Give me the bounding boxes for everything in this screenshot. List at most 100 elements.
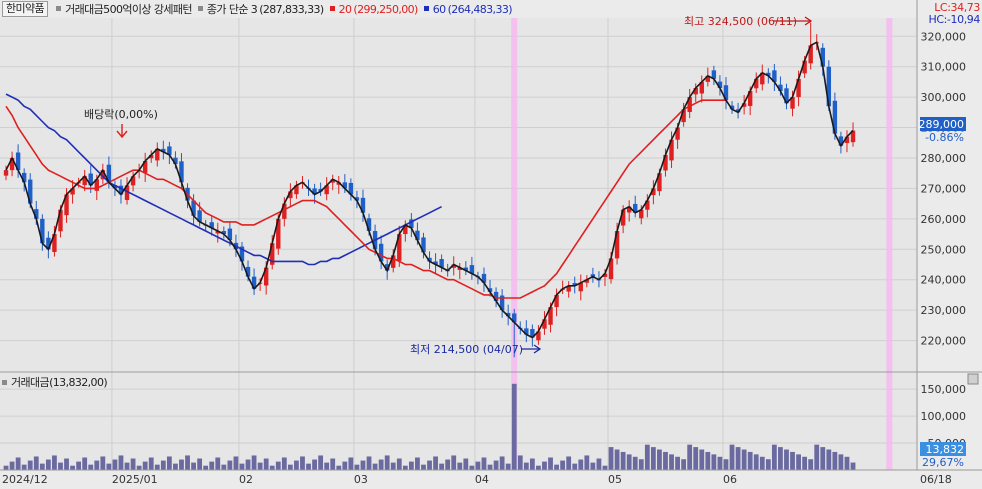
candle-body bbox=[566, 285, 571, 292]
volume-bar bbox=[741, 449, 747, 470]
volume-legend-label[interactable]: 거래대금(13,832,00) bbox=[11, 376, 108, 389]
candle-body bbox=[802, 60, 807, 74]
volume-bar bbox=[602, 465, 608, 470]
candle-body bbox=[669, 139, 674, 161]
candle-body bbox=[52, 234, 57, 253]
candle-body bbox=[439, 259, 444, 268]
volume-bar bbox=[52, 455, 57, 470]
volume-bar bbox=[269, 465, 275, 470]
volume-bar bbox=[475, 461, 481, 470]
volume-bar bbox=[487, 464, 493, 470]
candle-body bbox=[342, 182, 348, 189]
candle-body bbox=[142, 161, 148, 173]
chart-legend: 한미약품 거래대금500억이상 강세패턴 종가 단순 3 (287,833,33)… bbox=[0, 0, 514, 18]
volume-tick-label: 100,000 bbox=[921, 410, 967, 423]
ma3-line bbox=[5, 41, 854, 339]
candle-body bbox=[747, 91, 753, 106]
hc-label: HC:-10,94 bbox=[928, 13, 980, 26]
volume-bar bbox=[536, 465, 541, 470]
volume-bar bbox=[27, 460, 33, 470]
volume-bar bbox=[3, 465, 9, 470]
volume-bar bbox=[124, 462, 130, 470]
candle-body bbox=[705, 75, 711, 82]
volume-bar bbox=[663, 451, 668, 470]
candle-body bbox=[46, 237, 51, 250]
volume-bar bbox=[765, 459, 771, 470]
candle-body bbox=[21, 172, 27, 183]
volume-bar bbox=[257, 462, 263, 470]
candle-body bbox=[687, 97, 692, 113]
candle-body bbox=[263, 267, 269, 286]
candle-body bbox=[324, 185, 329, 195]
candle-body bbox=[790, 97, 795, 109]
candle-body bbox=[651, 188, 656, 196]
candle-body bbox=[384, 264, 390, 271]
candle-body bbox=[82, 176, 87, 186]
volume-bar bbox=[669, 454, 674, 470]
candle-body bbox=[735, 109, 741, 113]
candle-body bbox=[397, 234, 402, 261]
candle-body bbox=[15, 152, 21, 171]
volume-bar bbox=[185, 455, 190, 470]
price-panel bbox=[0, 18, 917, 371]
volume-bar bbox=[76, 461, 82, 470]
volume-bar bbox=[378, 459, 384, 470]
candle-body bbox=[409, 219, 414, 228]
volume-bar bbox=[505, 463, 511, 470]
candle-body bbox=[130, 176, 136, 186]
candle-body bbox=[584, 279, 590, 283]
candle-body bbox=[251, 276, 257, 289]
candle-body bbox=[826, 66, 832, 107]
volume-bar bbox=[729, 444, 735, 470]
axis-scroll-handle bbox=[967, 373, 979, 385]
candle-body bbox=[481, 273, 487, 283]
volume-bar bbox=[590, 462, 596, 470]
volume-bar bbox=[415, 457, 420, 470]
volume-bar bbox=[699, 449, 705, 470]
ma3-legend-label[interactable]: 종가 단순 3 bbox=[206, 3, 258, 16]
candle-body bbox=[754, 78, 759, 89]
high-arrow bbox=[773, 16, 813, 26]
volume-bar bbox=[366, 456, 372, 470]
volume-bar bbox=[560, 460, 566, 470]
volume-bar bbox=[681, 459, 687, 470]
volume-bar bbox=[312, 459, 317, 470]
ma20-legend-label[interactable]: 20 bbox=[338, 2, 352, 16]
price-tick-label: 220,000 bbox=[921, 335, 967, 348]
volume-bar bbox=[493, 460, 499, 470]
volume-bar bbox=[644, 444, 650, 470]
volume-bar bbox=[221, 464, 227, 470]
candle-body bbox=[681, 109, 686, 123]
candle-body bbox=[620, 209, 626, 226]
x-tick-label: 02 bbox=[239, 473, 253, 486]
volume-bar bbox=[179, 459, 184, 470]
volume-bar bbox=[233, 456, 239, 470]
volume-bar bbox=[118, 455, 124, 470]
volume-bar bbox=[723, 459, 729, 470]
volume-bar bbox=[572, 463, 578, 470]
candle-body bbox=[28, 179, 33, 204]
candle-body bbox=[778, 84, 783, 92]
volume-bar bbox=[396, 458, 402, 470]
candle-body bbox=[590, 274, 596, 277]
volume-bar bbox=[354, 464, 360, 470]
indicator-label[interactable]: 거래대금500억이상 강세패턴 bbox=[65, 3, 192, 16]
ma60-legend-label[interactable]: 60 bbox=[432, 2, 446, 16]
stock-name-label[interactable]: 한미약품 bbox=[2, 1, 49, 17]
high-annotation: 최고 324,500 (06/11) bbox=[684, 15, 797, 28]
candle-body bbox=[608, 258, 614, 280]
price-tick-label: 310,000 bbox=[921, 61, 967, 74]
price-tick-label: 260,000 bbox=[921, 213, 967, 226]
candle-body bbox=[124, 185, 130, 200]
volume-bar bbox=[838, 454, 844, 470]
volume-bar bbox=[154, 464, 160, 470]
candle-body bbox=[318, 189, 323, 192]
volume-bar bbox=[548, 457, 553, 470]
candle-body bbox=[717, 81, 723, 88]
volume-bar bbox=[148, 457, 154, 470]
candle-body bbox=[808, 45, 813, 64]
volume-bar bbox=[106, 463, 112, 470]
candle-body bbox=[723, 85, 729, 101]
candle-body bbox=[215, 231, 220, 234]
